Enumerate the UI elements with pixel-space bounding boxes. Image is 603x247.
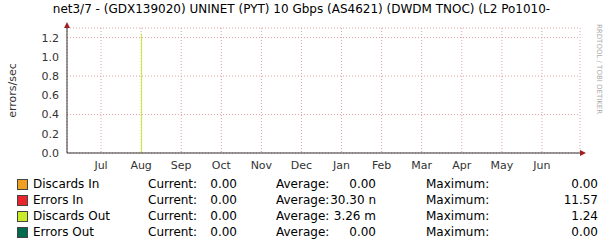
- svg-text:0.0: 0.0: [42, 147, 60, 160]
- html-text:Current:: Current:: [148, 177, 198, 191]
- html-text:Maximum:: Maximum:: [426, 193, 490, 207]
- svg-text:Jul: Jul: [93, 159, 107, 172]
- html-text:Current:: Current:: [148, 193, 198, 207]
- html-text:0.00: 0.00: [349, 177, 376, 191]
- html-text:Errors In: Errors In: [33, 193, 84, 207]
- svg-text:May: May: [491, 159, 514, 172]
- html-text:0.00: 0.00: [571, 177, 598, 191]
- svg-text:0.8: 0.8: [42, 70, 60, 83]
- svg-text:Oct: Oct: [212, 159, 232, 172]
- html-text:0.00: 0.00: [571, 225, 598, 239]
- html-text:0.00: 0.00: [210, 177, 237, 191]
- svg-text:Aug: Aug: [130, 159, 151, 172]
- html-text:Current:: Current:: [148, 225, 198, 239]
- svg-text:Mar: Mar: [411, 159, 432, 172]
- html-text:0.00: 0.00: [210, 225, 237, 239]
- html-text:Average: 3.26 m: Average: 3.26 m: [276, 209, 376, 223]
- svg-text:0.2: 0.2: [42, 128, 60, 141]
- html-text:RRDTOOL / TOBI OETIKER: RRDTOOL / TOBI OETIKER: [595, 24, 603, 115]
- html-text:Maximum:: Maximum:: [426, 209, 490, 223]
- html-text:0.00: 0.00: [210, 193, 237, 207]
- svg-text:Nov: Nov: [251, 159, 273, 172]
- html-text:Current:: Current:: [148, 209, 198, 223]
- svg-text:Apr: Apr: [452, 159, 472, 172]
- html-text:Maximum:: Maximum:: [426, 225, 490, 239]
- svg-text:Sep: Sep: [171, 159, 192, 172]
- html-text:11.57: 11.57: [563, 193, 598, 207]
- svg-text:1.2: 1.2: [42, 32, 60, 45]
- html-text:1.24: 1.24: [571, 209, 598, 223]
- html-text:Discards Out: Discards Out: [33, 209, 110, 223]
- html-text:0.00: 0.00: [210, 209, 237, 223]
- html-text:Discards In: Discards In: [33, 177, 100, 191]
- html-text:Errors Out: Errors Out: [33, 225, 95, 239]
- svg-text:0.4: 0.4: [42, 108, 60, 121]
- svg-text:Feb: Feb: [372, 159, 391, 172]
- svg-text:Dec: Dec: [291, 159, 312, 172]
- svg-text:Jun: Jun: [532, 159, 550, 172]
- html-text:Average:: Average:: [276, 225, 330, 239]
- svg-text:errors/sec: errors/sec: [8, 63, 19, 118]
- html-text:net3/7 - (GDX139020) UNINET (P: net3/7 - (GDX139020) UNINET (PYT) 10 Gbp…: [52, 2, 551, 16]
- html-text:Average:: Average:: [276, 177, 330, 191]
- svg-text:Jan: Jan: [332, 159, 350, 172]
- svg-text:1.0: 1.0: [42, 51, 60, 64]
- html-text:Average: 30.30 n: Average: 30.30 n: [276, 193, 376, 207]
- html-text:Maximum:: Maximum:: [426, 177, 490, 191]
- svg-text:0.6: 0.6: [42, 89, 60, 102]
- html-text:0.00: 0.00: [349, 225, 376, 239]
